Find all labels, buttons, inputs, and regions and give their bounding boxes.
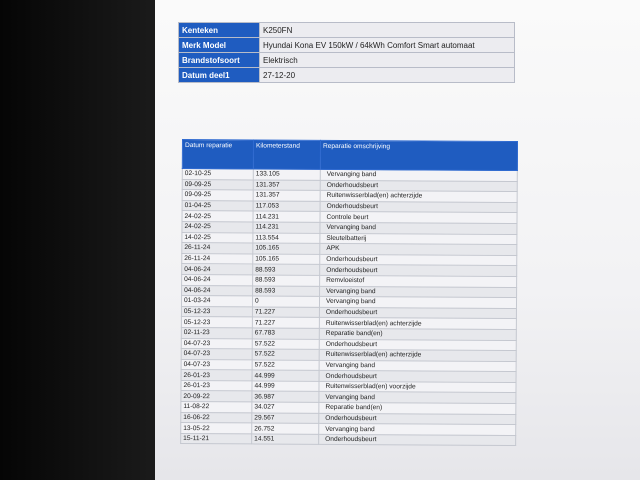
cell: 131.357	[253, 179, 321, 191]
cell: 04-07-23	[181, 348, 253, 360]
vehicle-row: Kenteken K250FN	[178, 22, 515, 38]
cell: 113.554	[252, 232, 320, 244]
field-value: K250FN	[259, 22, 515, 38]
cell: 71.227	[252, 317, 320, 329]
vehicle-row: Merk Model Hyundai Kona EV 150kW / 64kWh …	[178, 37, 515, 53]
cell: 16-06-22	[180, 412, 252, 424]
cell: 29.567	[251, 412, 319, 424]
column-header: Datum reparatie	[182, 139, 254, 169]
field-label: Kenteken	[178, 22, 260, 38]
cell: 05-12-23	[181, 306, 253, 318]
cell: 0	[252, 296, 320, 308]
cell: 04-06-24	[181, 263, 253, 275]
cell: 04-06-24	[181, 274, 253, 286]
field-label: Datum deel1	[178, 67, 260, 83]
cell: 26-01-23	[180, 380, 253, 392]
repair-table: Datum reparatie Kilometerstand Reparatie o…	[180, 139, 518, 446]
cell: 71.227	[252, 306, 320, 318]
column-header: Kilometerstand	[253, 139, 321, 170]
vehicle-row: Datum deel1 27-12-20	[178, 67, 515, 83]
cell: 114.231	[252, 211, 321, 223]
cell: 24-02-25	[181, 210, 254, 222]
cell: 24-02-25	[181, 221, 253, 233]
field-value: Hyundai Kona EV 150kW / 64kWh Comfort Sm…	[259, 37, 515, 53]
cell: 01-04-25	[182, 200, 254, 212]
cell: 14-02-25	[181, 232, 253, 244]
header-row: Datum reparatie Kilometerstand Reparatie o…	[182, 139, 518, 171]
cell: 26-11-24	[181, 253, 253, 265]
cell: 26.752	[251, 423, 319, 435]
vehicle-row: Brandstofsoort Elektrisch	[178, 52, 515, 68]
cell: 36.987	[251, 391, 319, 403]
field-value: 27-12-20	[259, 67, 515, 83]
cell: 09-09-25	[182, 179, 254, 191]
cell: 67.783	[252, 327, 320, 339]
cell: 88.593	[252, 285, 320, 297]
cell: 105.165	[252, 243, 320, 255]
cell: 09-09-25	[182, 189, 254, 201]
cell: 13-05-22	[180, 422, 252, 434]
cell: 114.231	[252, 221, 320, 233]
column-header: Reparatie omschrijving	[320, 140, 518, 171]
vehicle-table: Kenteken K250FN Merk Model Hyundai Kona EV …	[178, 22, 515, 83]
cell: Onderhoudsbeurt	[318, 434, 516, 446]
cell: 02-10-25	[182, 168, 254, 180]
cell: 34.027	[251, 401, 319, 413]
cell: 88.593	[252, 274, 320, 286]
cell: 88.593	[252, 264, 320, 276]
cell: 133.105	[253, 168, 321, 180]
cell: 04-06-24	[181, 285, 253, 297]
cell: 15-11-21	[180, 433, 252, 445]
cell: 57.522	[252, 349, 320, 361]
document-page: Kenteken K250FN Merk Model Hyundai Kona EV …	[155, 0, 640, 480]
field-label: Brandstofsoort	[178, 52, 260, 68]
field-value: Elektrisch	[259, 52, 515, 68]
cell: 04-07-23	[181, 359, 253, 371]
cell: 14.551	[251, 433, 319, 445]
cell: 02-11-23	[181, 327, 253, 339]
cell: 20-09-22	[180, 390, 252, 402]
cell: 01-03-24	[181, 295, 253, 307]
cell: 105.165	[252, 253, 320, 265]
cell: 44.999	[251, 380, 320, 392]
field-label: Merk Model	[178, 37, 260, 53]
cell: 05-12-23	[181, 316, 253, 328]
cell: 57.522	[252, 338, 320, 350]
cell: 26-11-24	[181, 242, 253, 254]
cell: 57.522	[252, 359, 320, 371]
cell: 131.357	[253, 190, 321, 202]
cell: 11-08-22	[180, 401, 252, 413]
cell: 26-01-23	[181, 369, 253, 381]
cell: 117.053	[253, 200, 321, 212]
repair-row: 15-11-21 14.551 Onderhoudsbeurt	[180, 433, 516, 446]
cell: 44.999	[252, 370, 320, 382]
cell: 04-07-23	[181, 337, 253, 350]
